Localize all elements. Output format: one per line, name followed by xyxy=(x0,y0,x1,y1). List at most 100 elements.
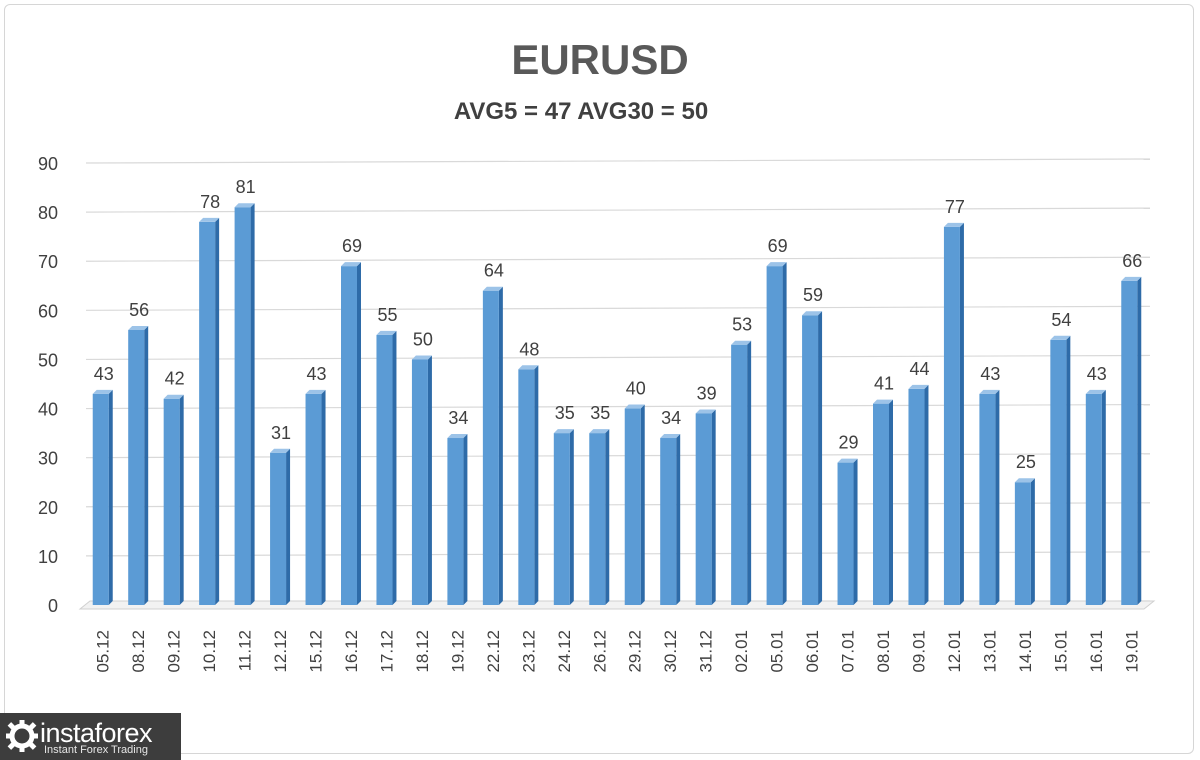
bar-top xyxy=(1085,389,1106,394)
x-tick-label: 09.12 xyxy=(165,630,184,673)
bar-side xyxy=(959,222,964,605)
bar-top xyxy=(128,325,149,330)
chart-subtitle: AVG5 = 47 AVG30 = 50 xyxy=(453,98,709,125)
x-tick-label: 02.01 xyxy=(732,630,751,673)
gridline xyxy=(85,305,1151,311)
logo-name: instaforex xyxy=(40,718,153,748)
x-tick-label: 13.01 xyxy=(980,630,999,673)
bar-side xyxy=(427,355,432,605)
chart-title: EURUSD xyxy=(511,36,689,83)
data-label: 43 xyxy=(94,364,114,384)
x-tick-label: 12.12 xyxy=(271,630,290,673)
data-label: 43 xyxy=(980,364,1000,384)
bar-top xyxy=(92,389,113,394)
y-tick-label: 10 xyxy=(38,547,58,567)
bar xyxy=(766,266,783,605)
bar-side xyxy=(853,458,858,605)
x-tick-label: 16.01 xyxy=(1087,630,1106,673)
bar-top xyxy=(447,434,468,439)
y-tick-label: 0 xyxy=(48,596,58,616)
x-tick-label: 24.12 xyxy=(555,630,574,673)
x-tick-label: 09.01 xyxy=(909,630,928,673)
x-tick-label: 31.12 xyxy=(697,630,716,673)
bar xyxy=(943,226,960,605)
bar-side xyxy=(1101,389,1106,605)
bar-side xyxy=(215,217,220,605)
data-label: 40 xyxy=(626,379,646,399)
bar-side xyxy=(144,325,149,605)
bar-top xyxy=(873,399,893,404)
data-label: 53 xyxy=(732,315,752,335)
bar-top xyxy=(163,394,184,399)
bar xyxy=(1050,339,1067,605)
y-tick-label: 40 xyxy=(38,400,58,420)
bar-top xyxy=(908,384,929,389)
bar xyxy=(979,393,996,605)
bar-side xyxy=(605,429,610,605)
bar xyxy=(802,315,819,605)
x-tick-label: 08.01 xyxy=(874,630,893,673)
bar-side xyxy=(747,340,752,605)
bar-side xyxy=(1030,478,1035,605)
bar xyxy=(908,388,925,605)
instaforex-logo[interactable]: instaforex Instant Forex Trading xyxy=(0,713,181,760)
gear-icon xyxy=(6,720,38,752)
x-tick-label: 26.12 xyxy=(590,630,609,673)
bar xyxy=(199,221,216,605)
data-label: 44 xyxy=(909,359,929,379)
bar-side xyxy=(676,434,681,605)
bar-side xyxy=(782,262,787,605)
bar-side xyxy=(569,429,574,605)
bar xyxy=(1014,482,1031,605)
data-label: 35 xyxy=(555,403,575,423)
data-label: 34 xyxy=(448,408,468,428)
gridline xyxy=(85,502,1151,508)
bar xyxy=(447,438,464,605)
y-tick-label: 70 xyxy=(38,252,58,272)
data-label: 43 xyxy=(1087,364,1107,384)
bar-side xyxy=(250,203,255,605)
x-tick-label: 12.01 xyxy=(945,630,964,673)
bar-top xyxy=(695,409,716,414)
bar-top xyxy=(1014,478,1035,483)
bar-top xyxy=(624,404,645,409)
x-tick-label: 17.12 xyxy=(377,630,396,673)
bar-top xyxy=(766,262,787,267)
bar-top xyxy=(837,458,858,463)
bar xyxy=(624,408,641,605)
bar xyxy=(482,290,499,605)
bar-top xyxy=(270,448,291,453)
bar xyxy=(518,369,535,605)
bar xyxy=(873,403,889,605)
bar-top xyxy=(341,262,361,267)
bar-top xyxy=(199,217,220,222)
data-label: 48 xyxy=(519,339,539,359)
bar xyxy=(660,438,677,605)
x-tick-label: 15.12 xyxy=(307,630,326,673)
x-tick-label: 07.01 xyxy=(839,630,858,673)
bar-side xyxy=(534,365,539,605)
y-tick-label: 90 xyxy=(38,154,58,174)
bar xyxy=(553,433,570,605)
bar-top xyxy=(411,355,432,360)
y-tick-label: 60 xyxy=(38,301,58,321)
bar-top xyxy=(482,286,503,291)
data-label: 64 xyxy=(484,261,504,281)
bar xyxy=(695,413,712,605)
bar-top xyxy=(731,340,752,345)
bar xyxy=(589,433,606,605)
bar-top xyxy=(553,429,574,434)
gridline xyxy=(85,551,1151,557)
bar-top xyxy=(802,311,823,316)
bar xyxy=(376,334,393,605)
data-label: 78 xyxy=(200,192,220,212)
x-tick-label: 05.01 xyxy=(768,630,787,673)
bar-top xyxy=(589,429,610,434)
gridline xyxy=(85,207,1151,213)
bar-top xyxy=(305,389,326,394)
y-tick-label: 20 xyxy=(38,498,58,518)
x-tick-label: 15.01 xyxy=(1051,630,1070,673)
x-tick-label: 10.12 xyxy=(200,630,219,673)
data-label: 69 xyxy=(768,236,788,256)
data-label: 42 xyxy=(165,369,185,389)
